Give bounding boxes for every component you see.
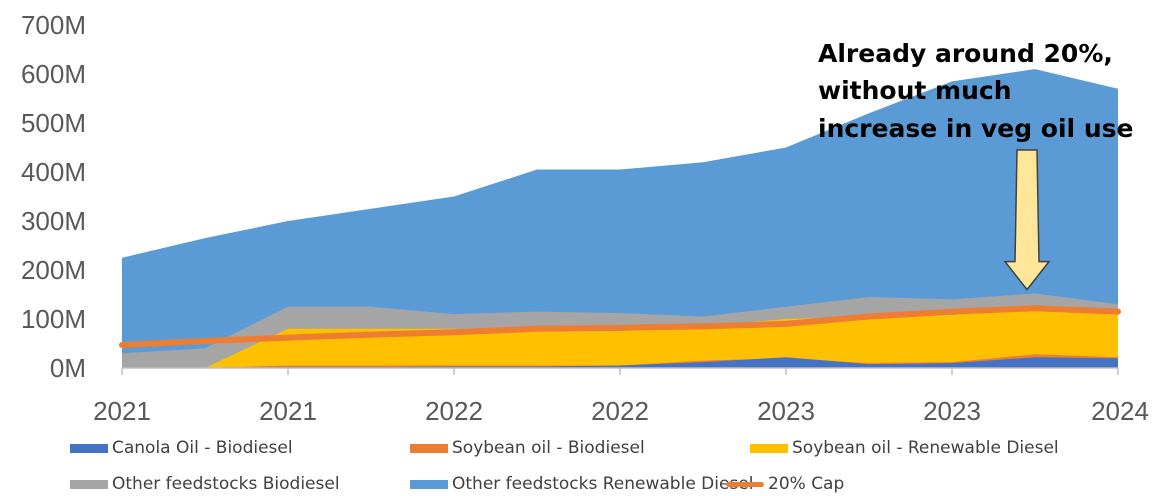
legend-item-other-feedstocks-renewable-diesel: Other feedstocks Renewable Diesel [410, 474, 754, 494]
y-tick-label: 600M [21, 59, 86, 89]
legend-swatch [70, 479, 108, 489]
y-tick-label: 700M [21, 10, 86, 40]
y-tick-label: 0M [50, 353, 86, 383]
legend-item-soybean-oil-biodiesel: Soybean oil - Biodiesel [410, 438, 645, 458]
legend-label: Other feedstocks Renewable Diesel [452, 474, 754, 494]
line-20-cap [119, 305, 1121, 348]
x-tick-label: 2022 [591, 396, 649, 426]
x-tick-label: 2024 [1091, 396, 1149, 426]
y-tick-label: 500M [21, 108, 86, 138]
annotation-arrow [1003, 149, 1051, 291]
legend-swatch [410, 479, 448, 489]
x-tick-label: 2022 [425, 396, 483, 426]
y-tick-label: 200M [21, 255, 86, 285]
legend-label: Other feedstocks Biodiesel [112, 474, 340, 494]
annotation-line-1: Already around 20%, [818, 39, 1113, 68]
legend-item-20-cap: 20% Cap [726, 474, 844, 494]
legend-swatch [750, 443, 788, 453]
x-tick-label: 2021 [93, 396, 151, 426]
legend-label: Soybean oil - Renewable Diesel [792, 438, 1059, 458]
annotation-line-3: increase in veg oil use [818, 114, 1133, 143]
area-soybean-oil-renewable-diesel [122, 306, 1118, 368]
legend-swatch [410, 443, 448, 453]
area-canola-oil-biodiesel [122, 357, 1118, 368]
legend-label: Soybean oil - Biodiesel [452, 438, 645, 458]
legend-label: Canola Oil - Biodiesel [112, 438, 293, 458]
legend-swatch [70, 443, 108, 453]
y-tick-label: 300M [21, 206, 86, 236]
area-layer [119, 69, 1121, 368]
annotation-line-2: without much [818, 76, 1012, 105]
legend-label: 20% Cap [768, 474, 845, 494]
legend-item-canola-oil-biodiesel: Canola Oil - Biodiesel [70, 438, 293, 458]
legend-item-soybean-oil-renewable-diesel: Soybean oil - Renewable Diesel [750, 438, 1059, 458]
x-tick-label: 2023 [923, 396, 981, 426]
annotation: Already around 20%, without much increas… [818, 39, 1133, 291]
x-axis [121, 367, 1119, 375]
y-tick-label: 400M [21, 157, 86, 187]
legend-item-other-feedstocks-biodiesel: Other feedstocks Biodiesel [70, 474, 340, 494]
legend-swatch [726, 481, 764, 487]
y-tick-label: 100M [21, 304, 86, 334]
x-tick-labels: 2021 2021 2022 2022 2023 2023 2024 [93, 396, 1149, 426]
area-other-feedstocks-renewable-diesel [122, 69, 1118, 368]
x-tick-label: 2023 [757, 396, 815, 426]
x-tick-label: 2021 [259, 396, 317, 426]
y-tick-labels: 0M 100M 200M 300M 400M 500M 600M 700M [21, 10, 86, 383]
